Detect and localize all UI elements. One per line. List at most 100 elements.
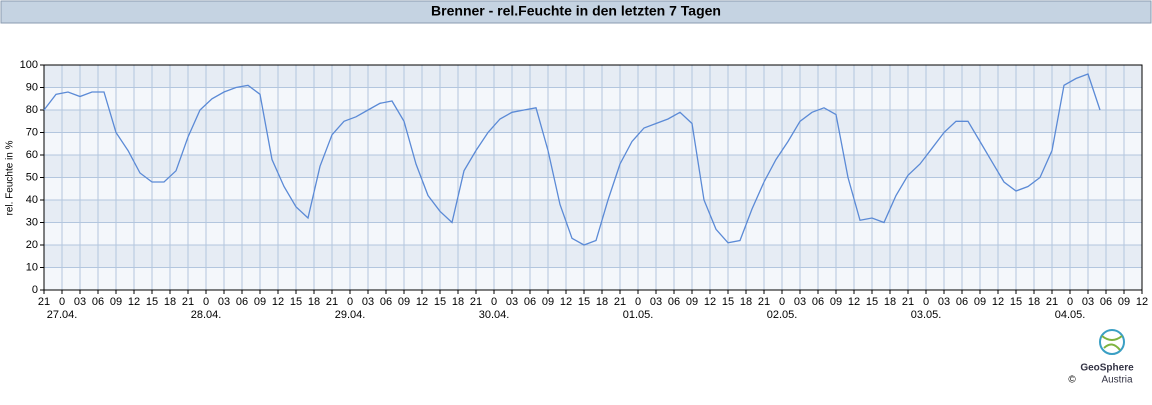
x-tick-label: 12 bbox=[272, 296, 284, 308]
x-tick-label: 03 bbox=[938, 296, 950, 308]
x-tick-label: 15 bbox=[866, 296, 878, 308]
band bbox=[44, 65, 1142, 88]
x-tick-label: 15 bbox=[146, 296, 158, 308]
date-label: 29.04. bbox=[335, 309, 366, 321]
y-tick-label: 50 bbox=[26, 171, 38, 183]
x-tick-label: 18 bbox=[884, 296, 896, 308]
date-label: 03.05. bbox=[911, 309, 942, 321]
x-tick-label: 0 bbox=[779, 296, 785, 308]
date-label: 02.05. bbox=[767, 309, 798, 321]
x-tick-label: 12 bbox=[848, 296, 860, 308]
x-tick-label: 03 bbox=[650, 296, 662, 308]
x-tick-label: 09 bbox=[398, 296, 410, 308]
band bbox=[44, 87, 1142, 110]
x-tick-label: 09 bbox=[1118, 296, 1130, 308]
x-tick-label: 21 bbox=[758, 296, 770, 308]
x-tick-label: 0 bbox=[923, 296, 929, 308]
plot-frame bbox=[43, 64, 1143, 291]
x-tick-label: 12 bbox=[128, 296, 140, 308]
x-tick-label: 21 bbox=[614, 296, 626, 308]
x-tick-label: 06 bbox=[1100, 296, 1112, 308]
x-tick-label: 18 bbox=[308, 296, 320, 308]
x-tick-label: 0 bbox=[635, 296, 641, 308]
date-label: 27.04. bbox=[47, 309, 78, 321]
x-tick-label: 03 bbox=[1082, 296, 1094, 308]
x-tick-label: 09 bbox=[542, 296, 554, 308]
x-tick-label: 15 bbox=[578, 296, 590, 308]
x-tick-label: 18 bbox=[452, 296, 464, 308]
y-tick-label: 90 bbox=[26, 81, 38, 93]
x-tick-label: 12 bbox=[704, 296, 716, 308]
x-tick-label: 0 bbox=[491, 296, 497, 308]
humidity-line bbox=[43, 73, 1101, 246]
x-tick-label: 15 bbox=[1010, 296, 1022, 308]
y-tick-label: 60 bbox=[26, 149, 38, 161]
x-tick-label: 06 bbox=[668, 296, 680, 308]
band bbox=[44, 132, 1142, 155]
x-tick-label: 15 bbox=[434, 296, 446, 308]
band bbox=[44, 155, 1142, 178]
date-label: 30.04. bbox=[479, 309, 510, 321]
band bbox=[44, 110, 1142, 133]
date-label: 01.05. bbox=[623, 309, 654, 321]
y-tick-label: 40 bbox=[26, 194, 38, 206]
x-tick-label: 06 bbox=[236, 296, 248, 308]
logo: GeoSphere Austria © bbox=[1068, 329, 1134, 386]
x-tick-label: 06 bbox=[956, 296, 968, 308]
y-axis-label: rel. Feuchte in % bbox=[5, 140, 16, 215]
copyright: © bbox=[1068, 375, 1076, 386]
y-tick-label: 80 bbox=[26, 104, 38, 116]
x-tick-label: 03 bbox=[74, 296, 86, 308]
band bbox=[44, 177, 1142, 200]
x-tick-label: 21 bbox=[470, 296, 482, 308]
band bbox=[44, 222, 1142, 245]
x-tick-label: 21 bbox=[1046, 296, 1058, 308]
x-tick-label: 18 bbox=[164, 296, 176, 308]
x-tick-label: 18 bbox=[740, 296, 752, 308]
x-tick-label: 21 bbox=[38, 296, 50, 308]
x-tick-label: 12 bbox=[1136, 296, 1148, 308]
band bbox=[44, 245, 1142, 268]
x-tick-label: 09 bbox=[830, 296, 842, 308]
band bbox=[44, 267, 1142, 290]
x-tick-label: 06 bbox=[524, 296, 536, 308]
logo-name: GeoSphere bbox=[1080, 363, 1134, 374]
title-bar bbox=[0, 0, 1152, 24]
x-tick-label: 21 bbox=[326, 296, 338, 308]
y-tick-label: 10 bbox=[26, 261, 38, 273]
y-tick-label: 30 bbox=[26, 216, 38, 228]
x-tick-label: 21 bbox=[902, 296, 914, 308]
x-tick-label: 18 bbox=[596, 296, 608, 308]
band bbox=[44, 200, 1142, 223]
x-tick-label: 06 bbox=[380, 296, 392, 308]
x-tick-label: 12 bbox=[416, 296, 428, 308]
x-tick-label: 0 bbox=[1067, 296, 1073, 308]
x-tick-label: 0 bbox=[59, 296, 65, 308]
chart-title: Brenner - rel.Feuchte in den letzten 7 T… bbox=[431, 3, 721, 19]
x-tick-label: 15 bbox=[722, 296, 734, 308]
x-tick-label: 03 bbox=[506, 296, 518, 308]
date-label: 28.04. bbox=[191, 309, 222, 321]
y-tick-label: 20 bbox=[26, 239, 38, 251]
x-tick-label: 09 bbox=[686, 296, 698, 308]
x-tick-label: 06 bbox=[92, 296, 104, 308]
x-tick-label: 03 bbox=[362, 296, 374, 308]
x-tick-label: 09 bbox=[110, 296, 122, 308]
x-tick-label: 03 bbox=[218, 296, 230, 308]
y-tick-label: 70 bbox=[26, 126, 38, 138]
x-tick-label: 0 bbox=[203, 296, 209, 308]
date-label: 04.05. bbox=[1055, 309, 1086, 321]
x-tick-label: 12 bbox=[560, 296, 572, 308]
logo-swirl bbox=[1101, 335, 1123, 351]
x-tick-label: 09 bbox=[254, 296, 266, 308]
x-tick-label: 21 bbox=[182, 296, 194, 308]
x-tick-label: 12 bbox=[992, 296, 1004, 308]
x-tick-label: 0 bbox=[347, 296, 353, 308]
y-tick-label: 0 bbox=[32, 284, 38, 296]
y-tick-label: 100 bbox=[20, 59, 38, 71]
x-tick-label: 03 bbox=[794, 296, 806, 308]
logo-sub: Austria bbox=[1101, 375, 1133, 386]
logo-icon bbox=[1099, 329, 1125, 355]
x-tick-label: 15 bbox=[290, 296, 302, 308]
